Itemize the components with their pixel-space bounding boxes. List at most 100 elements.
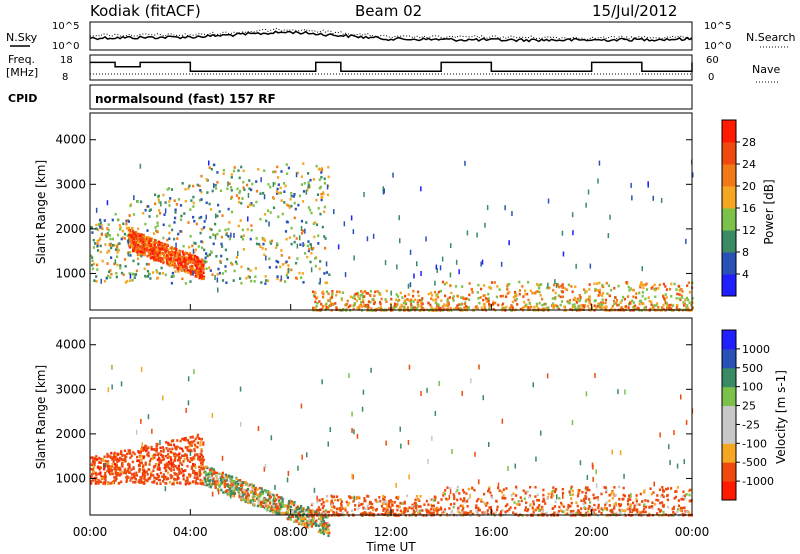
echo-cell <box>231 487 234 490</box>
nave-tick-high: 60 <box>706 55 719 66</box>
echo-cell <box>290 192 293 195</box>
echo-cell <box>676 463 679 469</box>
echo-cell <box>687 281 690 284</box>
echo-cell <box>377 500 380 504</box>
echo-cell <box>205 252 208 255</box>
echo-cell <box>145 262 148 266</box>
echo-cell <box>108 270 111 274</box>
echo-cell <box>558 510 561 513</box>
echo-cell <box>685 493 688 496</box>
echo-cell <box>538 301 541 305</box>
echo-cell <box>477 506 480 510</box>
echo-cell <box>311 518 315 522</box>
echo-cell <box>634 296 638 299</box>
echo-cell <box>301 515 304 519</box>
echo-cell <box>136 257 140 260</box>
echo-cell <box>570 497 573 500</box>
echo-cell <box>311 516 314 519</box>
echo-cell <box>592 464 594 470</box>
echo-cell <box>290 502 293 505</box>
echo-cell <box>134 477 138 481</box>
echo-cell <box>383 507 386 511</box>
echo-cell <box>240 421 242 427</box>
echo-cell <box>172 468 175 471</box>
echo-cell <box>144 447 147 451</box>
echo-cell <box>544 302 547 306</box>
echo-cell <box>417 305 420 308</box>
echo-cell <box>244 492 247 495</box>
echo-cell <box>221 272 224 275</box>
echo-cell <box>639 511 642 514</box>
echo-cell <box>194 269 197 273</box>
echo-cell <box>189 235 192 238</box>
echo-cell <box>455 306 458 310</box>
echo-cell <box>254 275 257 278</box>
echo-cell <box>142 473 145 477</box>
echo-cell <box>259 192 262 195</box>
echo-cell <box>363 295 366 298</box>
echo-cell <box>586 475 589 480</box>
echo-cell <box>496 285 499 288</box>
echo-cell <box>613 302 616 306</box>
echo-cell <box>196 435 199 439</box>
echo-cell <box>245 183 249 187</box>
echo-cell <box>535 507 538 511</box>
echo-cell <box>178 266 181 270</box>
echo-cell <box>214 486 217 489</box>
echo-cell <box>254 486 257 490</box>
echo-cell <box>562 493 564 499</box>
echo-cell <box>325 305 328 309</box>
echo-cell <box>514 293 517 297</box>
echo-cell <box>138 246 141 249</box>
echo-cell <box>511 300 514 304</box>
echo-cell <box>484 222 486 228</box>
echo-cell <box>629 301 632 305</box>
echo-cell <box>506 284 509 288</box>
echo-cell <box>688 301 691 305</box>
echo-cell <box>168 254 171 258</box>
echo-cell <box>181 437 184 441</box>
echo-cell <box>466 505 469 508</box>
echo-cell <box>138 479 141 482</box>
echo-cell <box>605 281 608 285</box>
echo-cell <box>133 195 135 201</box>
echo-cell <box>355 299 359 303</box>
echo-cell <box>99 221 102 224</box>
echo-cell <box>305 189 308 195</box>
echo-cell <box>477 508 480 512</box>
echo-cell <box>635 503 638 506</box>
echo-cell <box>181 182 184 185</box>
echo-cell <box>546 286 549 290</box>
echo-cell <box>136 249 139 252</box>
echo-cell <box>572 230 574 236</box>
echo-cell <box>635 500 638 503</box>
echo-cell <box>321 517 325 520</box>
echo-cell <box>469 493 471 499</box>
echo-cell <box>134 250 137 253</box>
echo-cell <box>138 481 141 484</box>
echo-cell <box>145 470 148 474</box>
echo-cell <box>440 299 443 303</box>
echo-cell <box>109 482 112 485</box>
echo-cell <box>389 499 392 502</box>
echo-cell <box>200 215 203 219</box>
colorbar-tick-label: -100 <box>742 437 767 450</box>
echo-cell <box>265 219 268 223</box>
echo-cell <box>162 223 165 227</box>
echo-cell <box>432 504 435 508</box>
echo-cell <box>457 303 460 306</box>
echo-cell <box>324 529 327 532</box>
echo-cell <box>674 495 677 499</box>
echo-cell <box>578 489 581 492</box>
echo-cell <box>324 237 327 240</box>
echo-cell <box>297 512 300 515</box>
echo-cell <box>359 294 362 297</box>
echo-cell <box>161 260 164 263</box>
echo-cell <box>534 485 537 489</box>
echo-cell <box>132 237 135 241</box>
echo-cell <box>161 244 164 248</box>
echo-cell <box>190 199 193 202</box>
echo-cell <box>467 487 470 491</box>
echo-cell <box>104 471 107 475</box>
echo-cell <box>161 475 164 478</box>
